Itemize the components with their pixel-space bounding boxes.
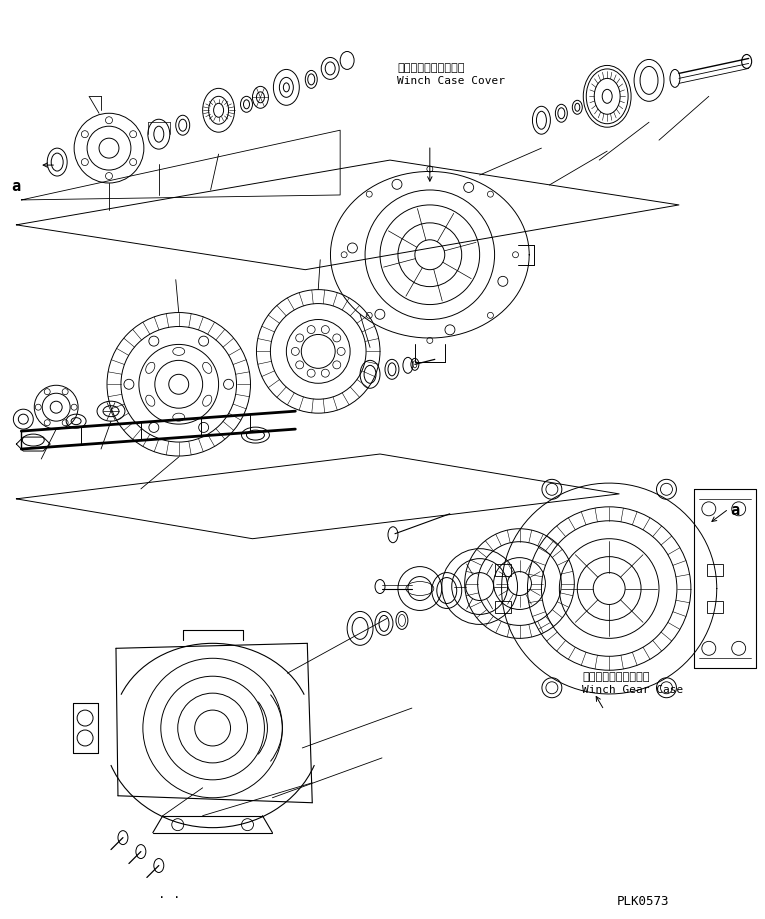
Text: a: a [731,503,740,517]
Text: Winch Gear Case: Winch Gear Case [582,685,683,695]
Text: PLK0573: PLK0573 [617,894,669,907]
Bar [495,602,511,614]
Text: Winch Case Cover: Winch Case Cover [397,76,505,86]
Bar [707,564,723,576]
Bar [495,564,511,576]
Text: ウインチギヤーケース: ウインチギヤーケース [582,672,649,682]
Text: a: a [11,179,21,194]
Bar [707,602,723,614]
Text: . .: . . [158,888,181,901]
Text: ウインチケースカバー: ウインチケースカバー [397,63,464,74]
